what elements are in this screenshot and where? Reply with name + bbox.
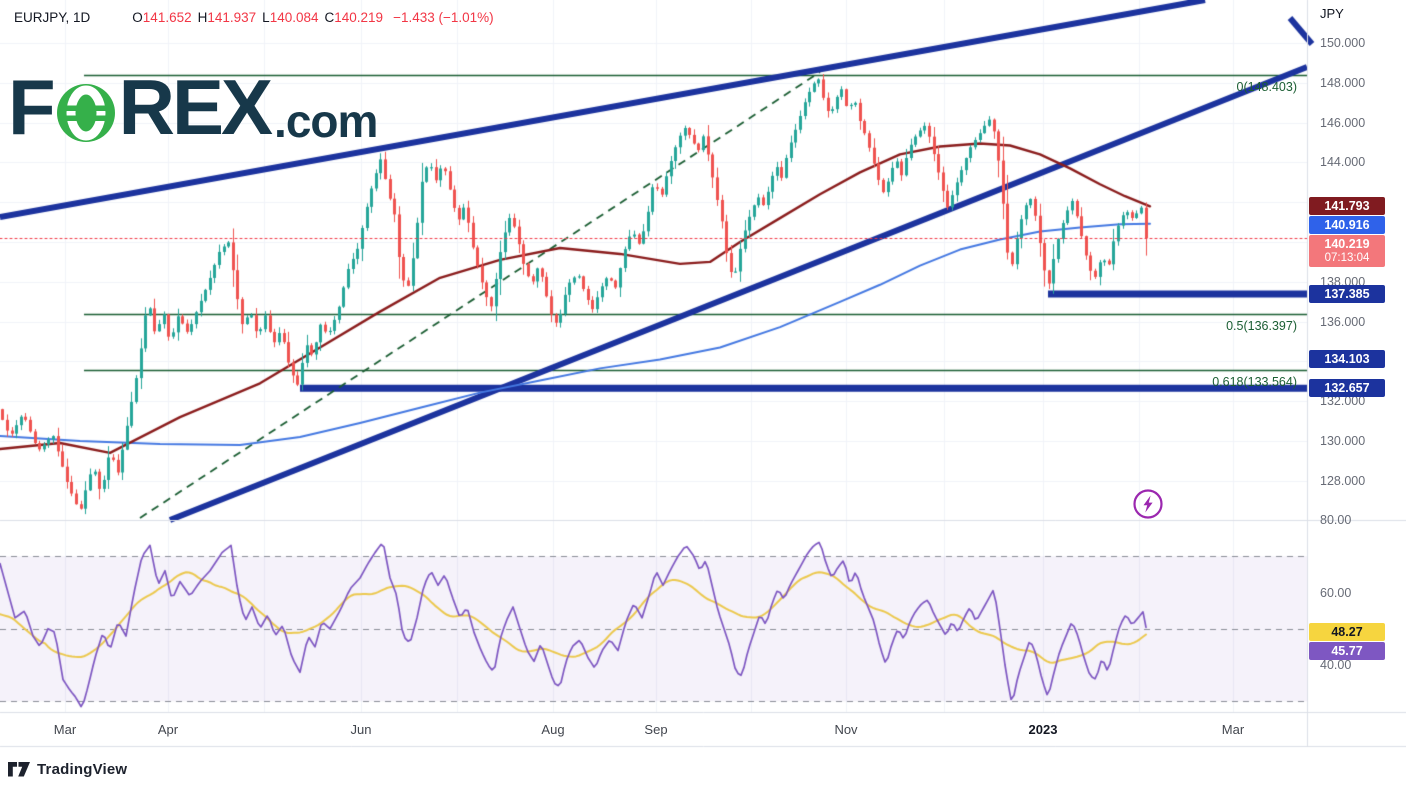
indicator-axis-tick: 80.00 — [1320, 513, 1352, 527]
ohlc-low: L140.084 — [262, 10, 319, 25]
price-axis-tick: 150.000 — [1320, 36, 1366, 50]
fib-level-label: 0.618(133.564) — [1212, 375, 1297, 390]
price-axis-tick: 144.000 — [1320, 155, 1366, 170]
time-axis-label-2023: 2023 — [1028, 722, 1058, 737]
watermark-o-icon — [56, 82, 116, 144]
price-badge: 137.385 — [1309, 285, 1385, 304]
indicator-axis-tick: 40.00 — [1320, 658, 1352, 672]
price-axis-tick: 146.000 — [1320, 115, 1366, 130]
time-axis-label-mar: Mar — [1221, 722, 1245, 737]
price-axis-tick: 136.000 — [1320, 314, 1366, 329]
price-axis-tick: 130.000 — [1320, 434, 1366, 448]
time-axis-label-apr: Apr — [157, 722, 179, 737]
symbol-legend[interactable]: EURJPY, 1D O141.652 H141.937 L140.084 C1… — [14, 10, 494, 25]
lightning-icon — [1143, 495, 1153, 513]
price-axis-tick: 148.000 — [1320, 75, 1366, 90]
price-badge: 132.657 — [1309, 379, 1385, 398]
tradingview-label: TradingView — [37, 761, 128, 778]
watermark-text-com: .com — [274, 95, 378, 147]
indicator-badge: 45.77 — [1309, 642, 1385, 661]
time-axis-label-aug: Aug — [541, 722, 565, 737]
price-axis-tick: 128.000 — [1320, 473, 1366, 488]
fib-level-label: 0.5(136.397) — [1226, 318, 1297, 333]
watermark-text-f: F — [8, 63, 56, 151]
forex-watermark: F REX .com — [8, 63, 378, 151]
watermark-text-rex: REX — [118, 63, 273, 151]
tradingview-attribution[interactable]: TradingView — [8, 761, 127, 778]
price-badge: 141.793 — [1309, 197, 1385, 216]
ohlc-close: C140.219 — [324, 10, 384, 25]
lightning-button[interactable] — [1132, 488, 1164, 525]
indicator-badge: 48.27 — [1309, 623, 1385, 642]
ohlc-high: H141.937 — [197, 10, 257, 25]
price-badge: 134.103 — [1309, 350, 1385, 369]
tradingview-icon — [8, 762, 30, 777]
ohlc-open: O141.652 — [132, 10, 192, 25]
time-axis-label-jun: Jun — [350, 722, 372, 737]
price-badge: 140.916 — [1309, 216, 1385, 235]
indicator-axis-tick: 60.00 — [1320, 585, 1352, 600]
symbol-title[interactable]: EURJPY, 1D — [14, 10, 91, 25]
ohlc-change: −1.433 (−1.01%) — [393, 10, 494, 25]
time-axis-label-sep: Sep — [644, 722, 668, 737]
price-axis-tick: 132.000 — [1320, 394, 1366, 409]
time-axis-label-mar: Mar — [53, 722, 77, 737]
time-axis-label-nov: Nov — [834, 722, 858, 737]
price-badge: 140.219 07:13:04 — [1309, 235, 1385, 268]
price-axis-currency[interactable]: JPY — [1320, 6, 1344, 21]
fib-level-label: 0(148.403) — [1236, 79, 1297, 94]
